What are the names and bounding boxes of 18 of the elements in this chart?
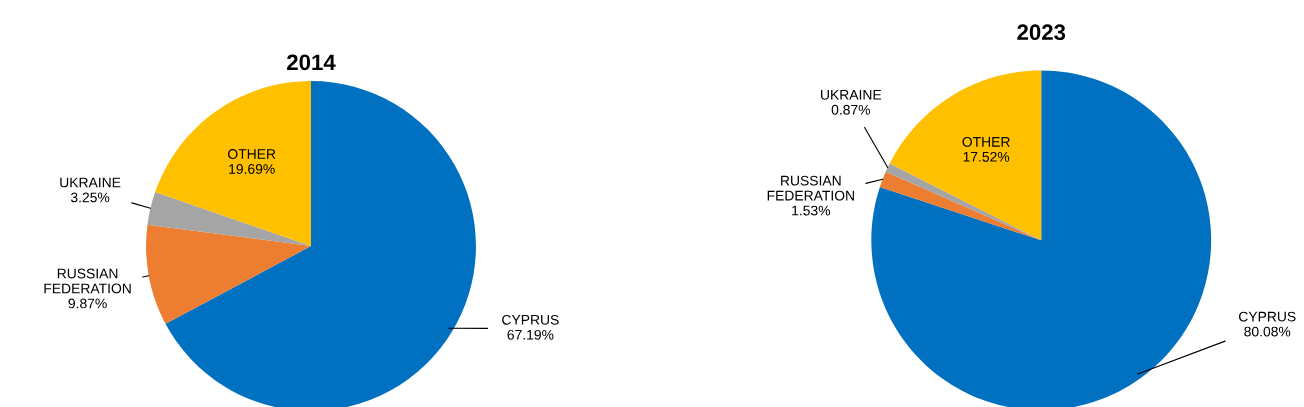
data-label: 3.25% [70,192,110,203]
data-label: 80.08% [1244,326,1291,337]
data-label: 67.19% [507,329,554,340]
data-label: 19.69% [229,164,275,174]
slice-label: UKRAINE [60,177,121,188]
slice-label: RUSSIAN FEDERATION [44,268,131,294]
chart-title: 2014 [287,54,336,71]
slice-label: CYPRUS [1239,311,1296,322]
slice-label: CYPRUS [502,314,559,325]
data-label: 1.53% [792,205,831,216]
slice-label: OTHER [962,136,1010,147]
data-label: 0.87% [831,104,871,115]
chart-title: 2023 [1017,24,1066,41]
slice-label: UKRAINE [821,90,882,100]
slice-label: OTHER [228,149,276,159]
slice-label: RUSSIAN FEDERATION [767,175,854,201]
data-label: 9.87% [68,298,107,309]
data-label: 17.52% [963,151,1010,162]
